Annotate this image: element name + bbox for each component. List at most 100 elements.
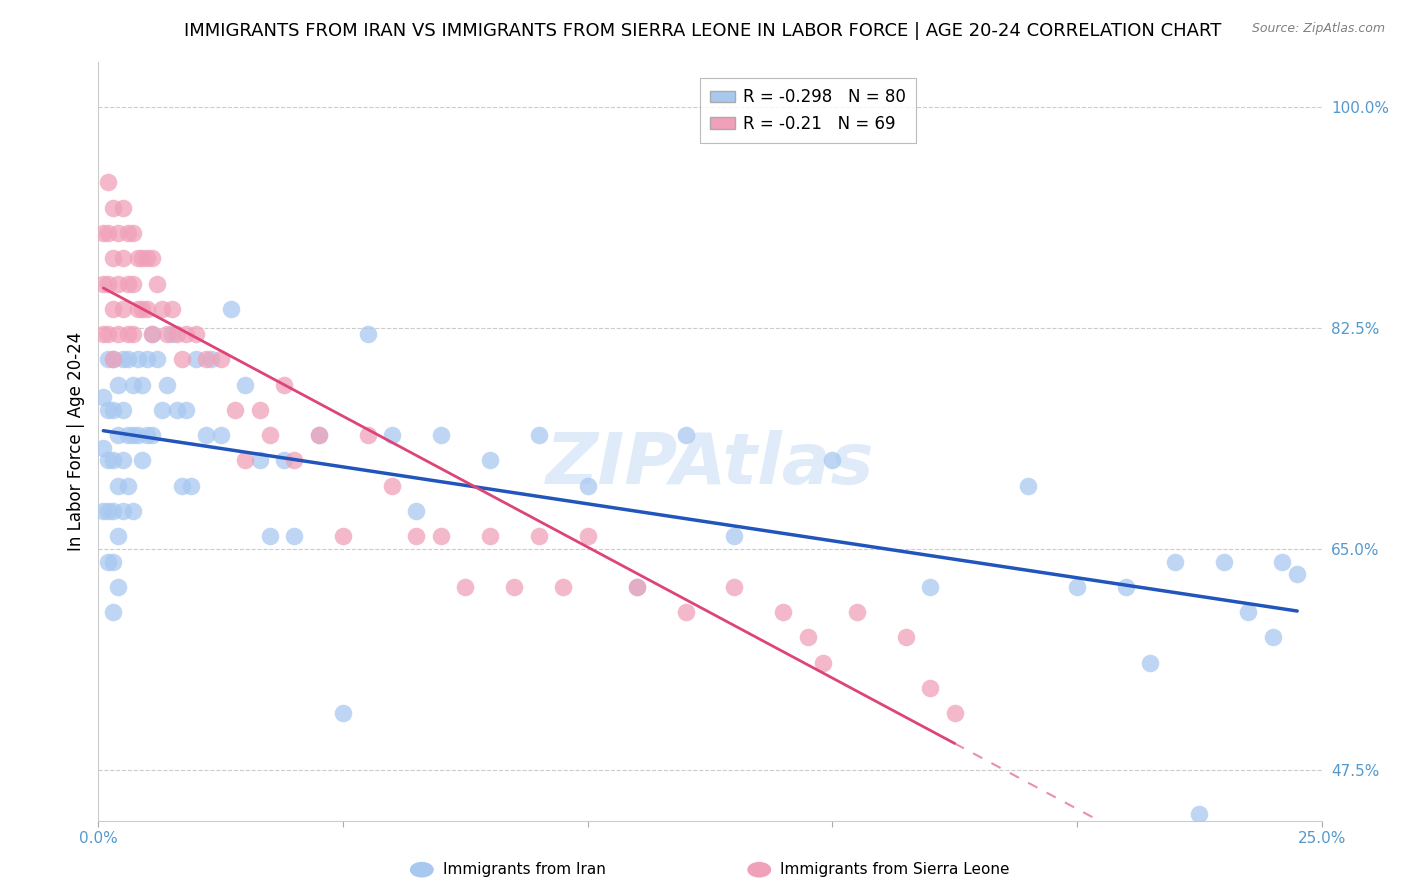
Point	[101, 352, 124, 367]
Point	[111, 453, 134, 467]
Point	[101, 352, 124, 367]
Point	[107, 277, 129, 291]
Point	[136, 352, 159, 367]
Point	[117, 428, 139, 442]
Point	[675, 428, 697, 442]
Point	[811, 656, 834, 670]
Point	[101, 453, 124, 467]
Point	[430, 529, 453, 543]
Point	[1115, 580, 1137, 594]
Point	[1066, 580, 1088, 594]
Point	[405, 529, 427, 543]
Text: Source: ZipAtlas.com: Source: ZipAtlas.com	[1251, 22, 1385, 36]
Point	[111, 403, 134, 417]
Text: IMMIGRANTS FROM IRAN VS IMMIGRANTS FROM SIERRA LEONE IN LABOR FORCE | AGE 20-24 : IMMIGRANTS FROM IRAN VS IMMIGRANTS FROM …	[184, 22, 1222, 40]
Point	[127, 301, 149, 316]
Point	[1188, 807, 1211, 822]
Point	[332, 529, 354, 543]
Text: Immigrants from Iran: Immigrants from Iran	[443, 863, 606, 877]
Point	[101, 605, 124, 619]
Point	[1261, 631, 1284, 645]
Point	[131, 301, 153, 316]
Point	[527, 428, 550, 442]
Point	[943, 706, 966, 721]
Point	[209, 352, 232, 367]
Point	[219, 301, 242, 316]
Point	[797, 631, 820, 645]
Point	[141, 428, 163, 442]
Point	[91, 441, 114, 455]
Point	[273, 377, 295, 392]
Point	[121, 504, 143, 518]
Point	[283, 529, 305, 543]
Point	[107, 327, 129, 342]
Point	[107, 428, 129, 442]
Point	[101, 201, 124, 215]
Point	[675, 605, 697, 619]
Y-axis label: In Labor Force | Age 20-24: In Labor Force | Age 20-24	[66, 332, 84, 551]
Point	[136, 301, 159, 316]
Point	[117, 327, 139, 342]
Point	[111, 301, 134, 316]
Point	[200, 352, 222, 367]
Point	[283, 453, 305, 467]
Point	[186, 327, 208, 342]
Point	[894, 631, 917, 645]
Point	[454, 580, 477, 594]
Point	[308, 428, 330, 442]
Point	[131, 252, 153, 266]
Point	[107, 479, 129, 493]
Point	[503, 580, 526, 594]
Point	[97, 277, 120, 291]
Point	[91, 277, 114, 291]
Point	[920, 681, 942, 695]
Point	[176, 327, 198, 342]
Point	[1271, 555, 1294, 569]
Point	[127, 252, 149, 266]
Point	[233, 453, 256, 467]
Point	[91, 226, 114, 240]
Point	[101, 555, 124, 569]
Point	[127, 428, 149, 442]
Point	[107, 580, 129, 594]
Point	[527, 529, 550, 543]
Point	[233, 377, 256, 392]
Point	[107, 377, 129, 392]
Point	[121, 226, 143, 240]
Point	[117, 352, 139, 367]
Point	[920, 580, 942, 594]
Point	[723, 580, 745, 594]
Point	[1017, 479, 1039, 493]
Point	[166, 327, 188, 342]
Point	[772, 605, 794, 619]
Point	[97, 453, 120, 467]
Text: ZIPAtlas: ZIPAtlas	[546, 430, 875, 499]
Point	[381, 479, 404, 493]
Point	[150, 403, 173, 417]
Point	[97, 555, 120, 569]
Point	[107, 226, 129, 240]
Point	[1237, 605, 1260, 619]
Legend: R = -0.298   N = 80, R = -0.21   N = 69: R = -0.298 N = 80, R = -0.21 N = 69	[700, 78, 915, 143]
Point	[209, 428, 232, 442]
Point	[97, 403, 120, 417]
Point	[121, 377, 143, 392]
Point	[141, 327, 163, 342]
Point	[97, 226, 120, 240]
Point	[156, 327, 179, 342]
Point	[249, 403, 271, 417]
Point	[430, 428, 453, 442]
Point	[107, 529, 129, 543]
Point	[332, 706, 354, 721]
Point	[101, 252, 124, 266]
Point	[308, 428, 330, 442]
Point	[117, 479, 139, 493]
Point	[195, 428, 218, 442]
Point	[121, 428, 143, 442]
Point	[101, 301, 124, 316]
Text: Immigrants from Sierra Leone: Immigrants from Sierra Leone	[780, 863, 1010, 877]
Point	[101, 504, 124, 518]
Point	[723, 529, 745, 543]
Point	[576, 529, 599, 543]
Point	[259, 529, 281, 543]
